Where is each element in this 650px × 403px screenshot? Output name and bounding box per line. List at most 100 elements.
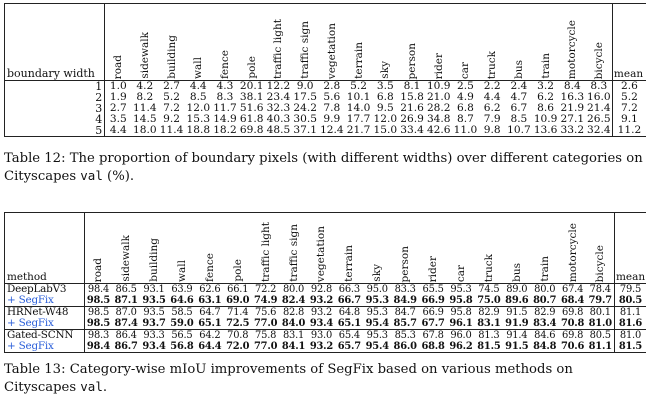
cell-wall: 18.8 [184, 125, 212, 137]
table-row: Gated-SCNN 98.3 86.4 93.3 56.5 64.2 70.8 75.8 83… [4, 329, 646, 341]
table13-caption: Table 13: Category-wise mIoU improvement… [4, 362, 573, 395]
cell-bicycle: 80.1 [589, 307, 611, 318]
cell-wall: 56.8 [167, 341, 196, 353]
cell-bus: 91.5 [506, 307, 528, 318]
table12-first-header: boundary width [3, 3, 106, 81]
cell-building: 2.7 [163, 80, 180, 92]
table12-col-header-train: train [532, 3, 559, 81]
cell-road: 2.7 [109, 103, 127, 114]
cell-car: 95.8 [447, 295, 475, 307]
cell-pole: 72.0 [223, 341, 252, 353]
cell-mean: 11.2 [611, 125, 646, 137]
cell-car: 2.5 [457, 80, 474, 92]
table12-col-header-pole: pole [238, 3, 266, 81]
table-row: DeepLabV3 98.4 86.5 93.1 63.9 62.6 66.1 72.2 80.… [4, 283, 646, 295]
cell-wall: 8.5 [189, 92, 207, 103]
cell-rider: 67.7 [419, 318, 448, 330]
table12-col-header-building: building [158, 3, 185, 81]
cell-terrain: 5.2 [350, 80, 367, 92]
cell-bicycle: 26.5 [587, 114, 611, 125]
cell-train: 3.2 [537, 80, 555, 92]
cell-road: 98.5 [84, 318, 113, 330]
cell-traffic-light: 48.5 [265, 125, 292, 137]
cell-rider: 65.5 [422, 284, 444, 295]
cell-building: 93.5 [143, 307, 165, 318]
cell-truck: 2.2 [483, 80, 501, 92]
cell-car: 4.9 [457, 92, 474, 103]
cell-vegetation: 12.4 [318, 125, 346, 137]
cell-person: 85.7 [391, 318, 420, 330]
cell-sky: 95.3 [366, 307, 388, 318]
cell-terrain: 64.8 [338, 307, 360, 318]
cell-traffic-sign: 84.1 [279, 341, 308, 353]
cell-building: 9.2 [163, 114, 180, 125]
cell-rider: 21.0 [426, 92, 451, 103]
cell-truck: 7.9 [483, 114, 501, 125]
cell-bus: 89.6 [502, 295, 531, 307]
cell-mean: 81.1 [613, 306, 646, 318]
cell-pole: 51.6 [239, 103, 264, 114]
cell-mean: 7.2 [611, 103, 646, 114]
cell-mean: 5.2 [611, 92, 646, 103]
cell-rider: 42.6 [425, 125, 453, 137]
cell-person: 84.9 [391, 295, 420, 307]
table13-col-header-motorcycle: motorcycle [558, 212, 587, 284]
table13-col-header-rider: rider [419, 212, 448, 284]
table12-col-header-person: person [398, 3, 426, 81]
cell-sky: 95.3 [363, 295, 392, 307]
cell-mean: 80.5 [613, 295, 646, 307]
cell-sidewalk: 4.2 [136, 80, 154, 92]
cell-wall: 56.5 [171, 330, 193, 341]
row-label: 5 [3, 125, 106, 137]
cell-sky: 15.0 [371, 125, 399, 137]
cell-car: 95.8 [450, 307, 472, 318]
cell-mean: 81.0 [613, 329, 646, 341]
cell-rider: 66.9 [422, 307, 444, 318]
cell-car: 96.2 [447, 341, 475, 353]
row-label: 1 [3, 80, 106, 92]
cell-road: 4.4 [104, 125, 132, 137]
cell-pole: 71.4 [227, 307, 249, 318]
cell-traffic-light: 74.9 [251, 295, 280, 307]
cell-traffic-sign: 82.8 [282, 307, 305, 318]
table13-col-header-building: building [140, 212, 168, 284]
table12-col-header-fence: fence [211, 3, 239, 81]
cell-sky: 95.4 [363, 318, 392, 330]
cell-train: 8.6 [537, 103, 555, 114]
table12-col-header-car: car [452, 3, 479, 81]
cell-vegetation: 7.8 [323, 103, 341, 114]
table12-col-header-traffic-sign: traffic sign [291, 3, 319, 81]
cell-train: 10.9 [533, 114, 558, 125]
cell-person: 83.3 [394, 284, 416, 295]
cell-road: 98.4 [84, 341, 113, 353]
cell-traffic-light: 72.2 [255, 284, 277, 295]
cell-rider: 67.8 [422, 330, 444, 341]
cell-sky: 9.5 [376, 103, 394, 114]
table13-col-header-car: car [447, 212, 475, 284]
cell-bus: 10.7 [505, 125, 533, 137]
cell-sidewalk: 86.7 [112, 341, 141, 353]
cell-sky: 3.5 [376, 80, 394, 92]
cell-person: 86.0 [391, 341, 420, 353]
table-row: + SegFix 98.5 87.4 93.7 59.0 65.1 72.5 77.0 84.0… [4, 318, 646, 330]
cell-road: 98.5 [87, 307, 110, 318]
table-row: 1 1.0 4.2 2.7 4.4 4.3 20.1 12.2 9.0 2.8 5.2 3.5 8.1 1… [3, 80, 646, 92]
table12-caption: Table 12: The proportion of boundary pix… [4, 151, 643, 184]
cell-road: 98.3 [87, 330, 110, 341]
cell-wall: 64.6 [167, 295, 196, 307]
cell-road: 3.5 [109, 114, 127, 125]
cell-mean: 2.6 [611, 80, 646, 92]
cell-bicycle: 32.4 [585, 125, 613, 137]
cell-pole: 38.1 [239, 92, 264, 103]
cell-building: 93.7 [140, 318, 168, 330]
table-row: 4 3.5 14.5 9.2 15.3 14.9 61.8 40.3 30.5 9.9 17.7 12… [3, 114, 646, 125]
cell-sidewalk: 86.5 [115, 284, 137, 295]
cell-bus: 4.7 [510, 92, 528, 103]
cell-building: 93.4 [140, 341, 168, 353]
table13-col-header-traffic-light: traffic light [251, 212, 280, 284]
row-label: 2 [3, 92, 106, 103]
table13-col-header-person: person [391, 212, 420, 284]
cell-bus: 6.7 [510, 103, 528, 114]
table-row: 5 4.4 18.0 11.4 18.8 18.2 69.8 48.5 37.1 12.4 21.7… [3, 125, 646, 137]
cell-bus: 91.9 [502, 318, 531, 330]
